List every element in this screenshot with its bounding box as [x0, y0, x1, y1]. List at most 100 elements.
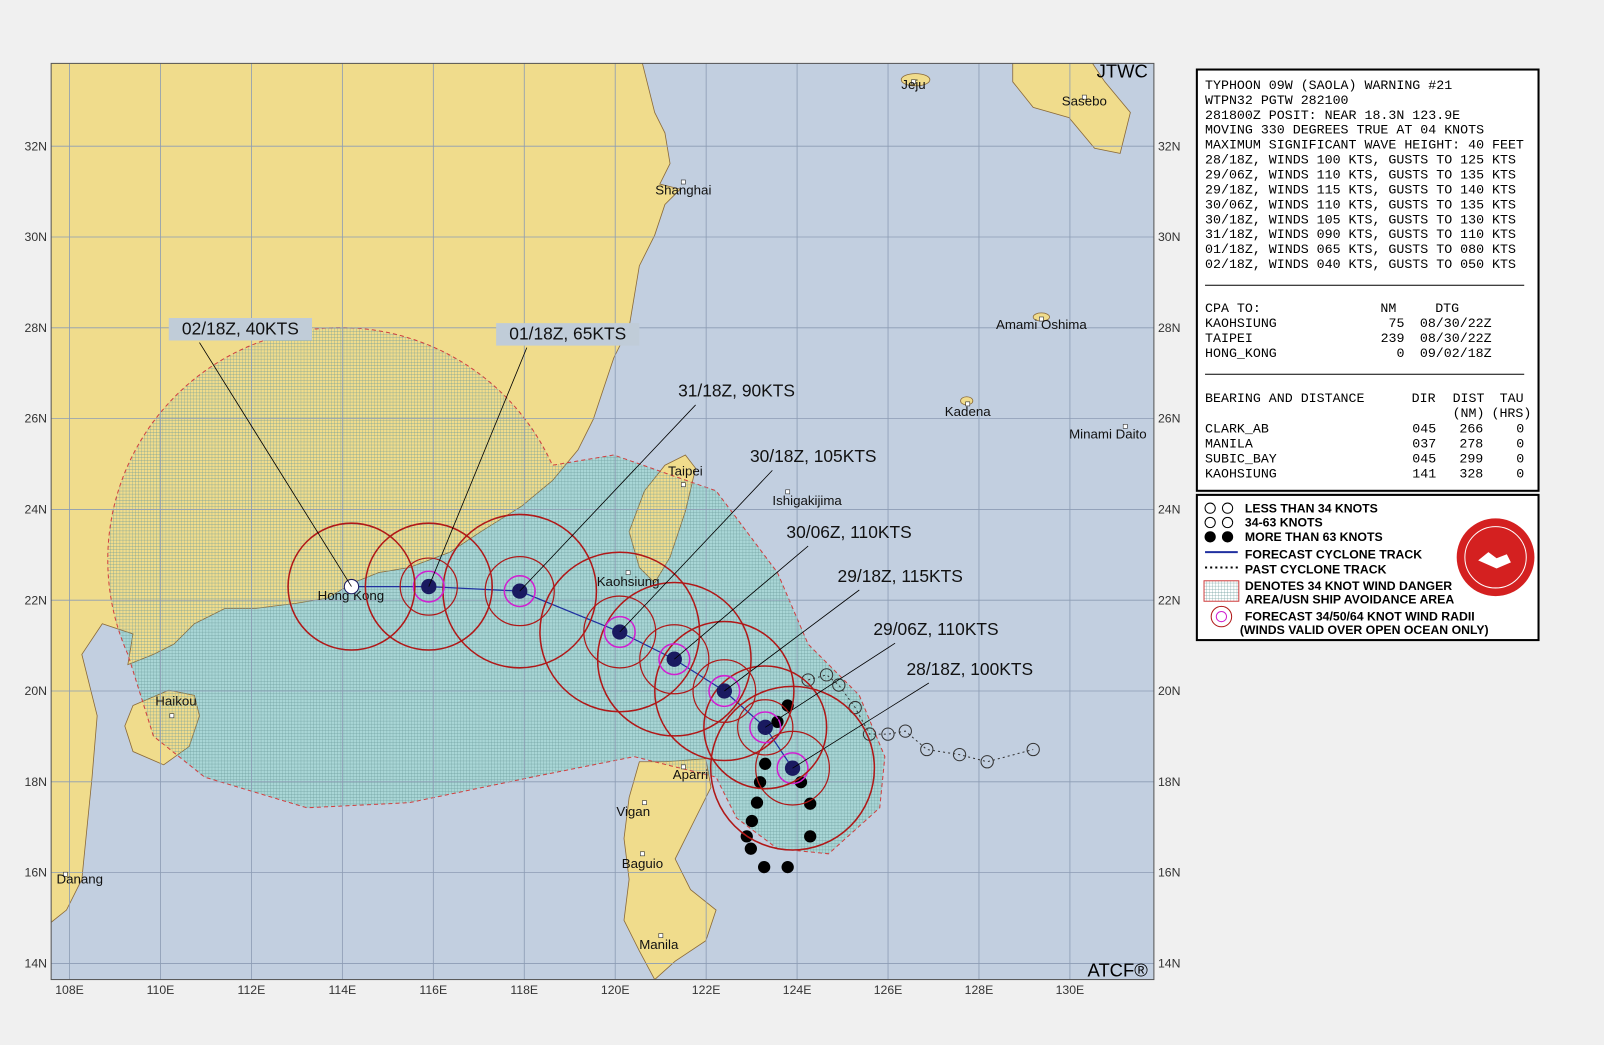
lat-label: 28N: [25, 321, 48, 335]
city-dot: [911, 79, 916, 85]
lon-label: 130E: [1056, 983, 1085, 997]
bearing-cell: 141: [1412, 466, 1436, 481]
legend-label: PAST CYCLONE TRACK: [1245, 563, 1387, 577]
city-label: Hong Kong: [318, 588, 384, 603]
legend-symbol: [1210, 605, 1233, 628]
panel-line: 01/18Z, WINDS 065 KTS, GUSTS TO 080 KTS: [1205, 242, 1516, 257]
bearing-cell: 266: [1459, 422, 1483, 437]
city-label: Taipei: [668, 463, 703, 478]
city-dot: [680, 179, 686, 185]
atcf-label: ATCF®: [1088, 959, 1149, 980]
panel-line: MAXIMUM SIGNIFICANT WAVE HEIGHT: 40 FEET: [1205, 138, 1524, 153]
label-leader: [724, 589, 860, 692]
past-position-weak: [832, 678, 846, 692]
lon-label: 122E: [692, 983, 721, 997]
forecast-label: 31/18Z, 90KTS: [678, 381, 795, 401]
bearing-cell: SUBIC_BAY: [1205, 451, 1277, 466]
legend-symbol: [1221, 502, 1234, 514]
city-dot: [680, 764, 686, 770]
city-label: Baguio: [622, 856, 663, 871]
legend-label: DENOTES 34 KNOT WIND DANGER: [1245, 579, 1452, 593]
jtwc-logo: [1456, 518, 1535, 597]
cpa-cell: 08/30/22Z: [1420, 331, 1492, 346]
city-dot: [625, 570, 631, 575]
forecast-label: 30/18Z, 105KTS: [750, 446, 877, 466]
cpa-header: DTG: [1435, 301, 1459, 316]
past-position-weak: [898, 724, 912, 738]
panel-line: 02/18Z, WINDS 040 KTS, GUSTS TO 050 KTS: [1205, 257, 1516, 272]
bearing-cell: 045: [1412, 451, 1436, 466]
lat-label: 14N: [1158, 956, 1181, 970]
bearing-subheader: (NM): [1453, 406, 1485, 421]
city-label: Kaohsiung: [597, 574, 660, 589]
past-position-weak: [920, 742, 934, 757]
lon-label: 120E: [601, 983, 630, 997]
lat-label: 30N: [1158, 230, 1181, 244]
lon-label: 128E: [965, 983, 994, 997]
bearing-cell: 0: [1516, 451, 1524, 466]
wind-radius-64: [776, 752, 809, 785]
wind-radius-34: [596, 581, 752, 737]
panel-line: 31/18Z, WINDS 090 KTS, GUSTS TO 110 KTS: [1205, 227, 1516, 242]
forecast-label: 01/18Z, 65KTS: [509, 323, 626, 343]
bearing-subheader: (HRS): [1491, 406, 1531, 421]
label-leader: [765, 642, 896, 728]
map-layer: [51, 63, 1154, 980]
wind-radius-64: [603, 615, 636, 649]
wind-radius-34: [539, 551, 701, 713]
city-dot: [1122, 424, 1128, 429]
label-leader: [428, 347, 528, 587]
lon-label: 114E: [329, 983, 357, 997]
kyushu: [1012, 63, 1131, 154]
legend-symbol: [1221, 531, 1234, 543]
cpa-cell: 75: [1389, 316, 1405, 331]
legend-symbol: [1204, 531, 1216, 543]
past-position-strong: [758, 860, 771, 874]
wind-radius-50: [639, 624, 710, 695]
city-label: Manila: [639, 937, 679, 952]
wind-radius-50: [737, 699, 794, 756]
forecast-label: 02/18Z, 40KTS: [182, 318, 299, 338]
city-label: Shanghai: [655, 182, 711, 197]
wind-radius-50: [583, 595, 657, 669]
label-leader: [199, 342, 352, 587]
wind-radius-34: [703, 665, 828, 790]
bearing-cell: KAOHSIUNG: [1205, 466, 1277, 481]
city-label: Aparri: [673, 767, 708, 782]
city-label: Danang: [57, 871, 104, 886]
legend-label: 34-63 KNOTS: [1245, 516, 1323, 530]
lat-label: 22N: [1158, 593, 1181, 607]
label-leader: [519, 404, 696, 592]
panel-line: 281800Z POSIT: NEAR 18.3N 123.9E: [1205, 108, 1460, 123]
past-track: [808, 674, 1034, 763]
panel-line: 30/06Z, WINDS 110 KTS, GUSTS TO 135 KTS: [1205, 197, 1516, 212]
panel-line: TYPHOON 09W (SAOLA) WARNING #21: [1205, 78, 1452, 93]
bearing-cell: 037: [1412, 436, 1436, 451]
past-position-weak: [848, 700, 862, 715]
legend-symbol: [1204, 516, 1216, 529]
city-label: Vigan: [616, 804, 650, 819]
city-dot: [1039, 316, 1044, 322]
lat-label: 26N: [1158, 412, 1181, 426]
city-label: Ishigakijima: [772, 493, 842, 508]
city-dot: [63, 871, 68, 877]
bearing-header: DIST: [1453, 391, 1485, 406]
city-label: Jeju: [901, 77, 925, 92]
wind-radius-34: [654, 620, 795, 762]
lat-label: 18N: [25, 775, 48, 789]
past-position-strong: [781, 699, 794, 712]
past-position-weak: [980, 755, 994, 769]
legend-symbol: [1221, 516, 1234, 529]
past-position-strong: [750, 796, 764, 809]
legend-label: FORECAST CYCLONE TRACK: [1245, 547, 1422, 561]
legend-label: (WINDS VALID OVER OPEN OCEAN ONLY): [1240, 623, 1489, 637]
wind-radius-64: [503, 575, 536, 608]
lat-label: 20N: [25, 684, 48, 698]
bearing-cell: 0: [1516, 466, 1524, 481]
lat-label: 26N: [25, 412, 48, 426]
panel-line: 29/06Z, WINDS 110 KTS, GUSTS TO 135 KTS: [1205, 168, 1516, 183]
lat-label: 22N: [25, 593, 48, 607]
wind-radius-34: [364, 522, 493, 651]
city-dot: [1081, 94, 1087, 100]
